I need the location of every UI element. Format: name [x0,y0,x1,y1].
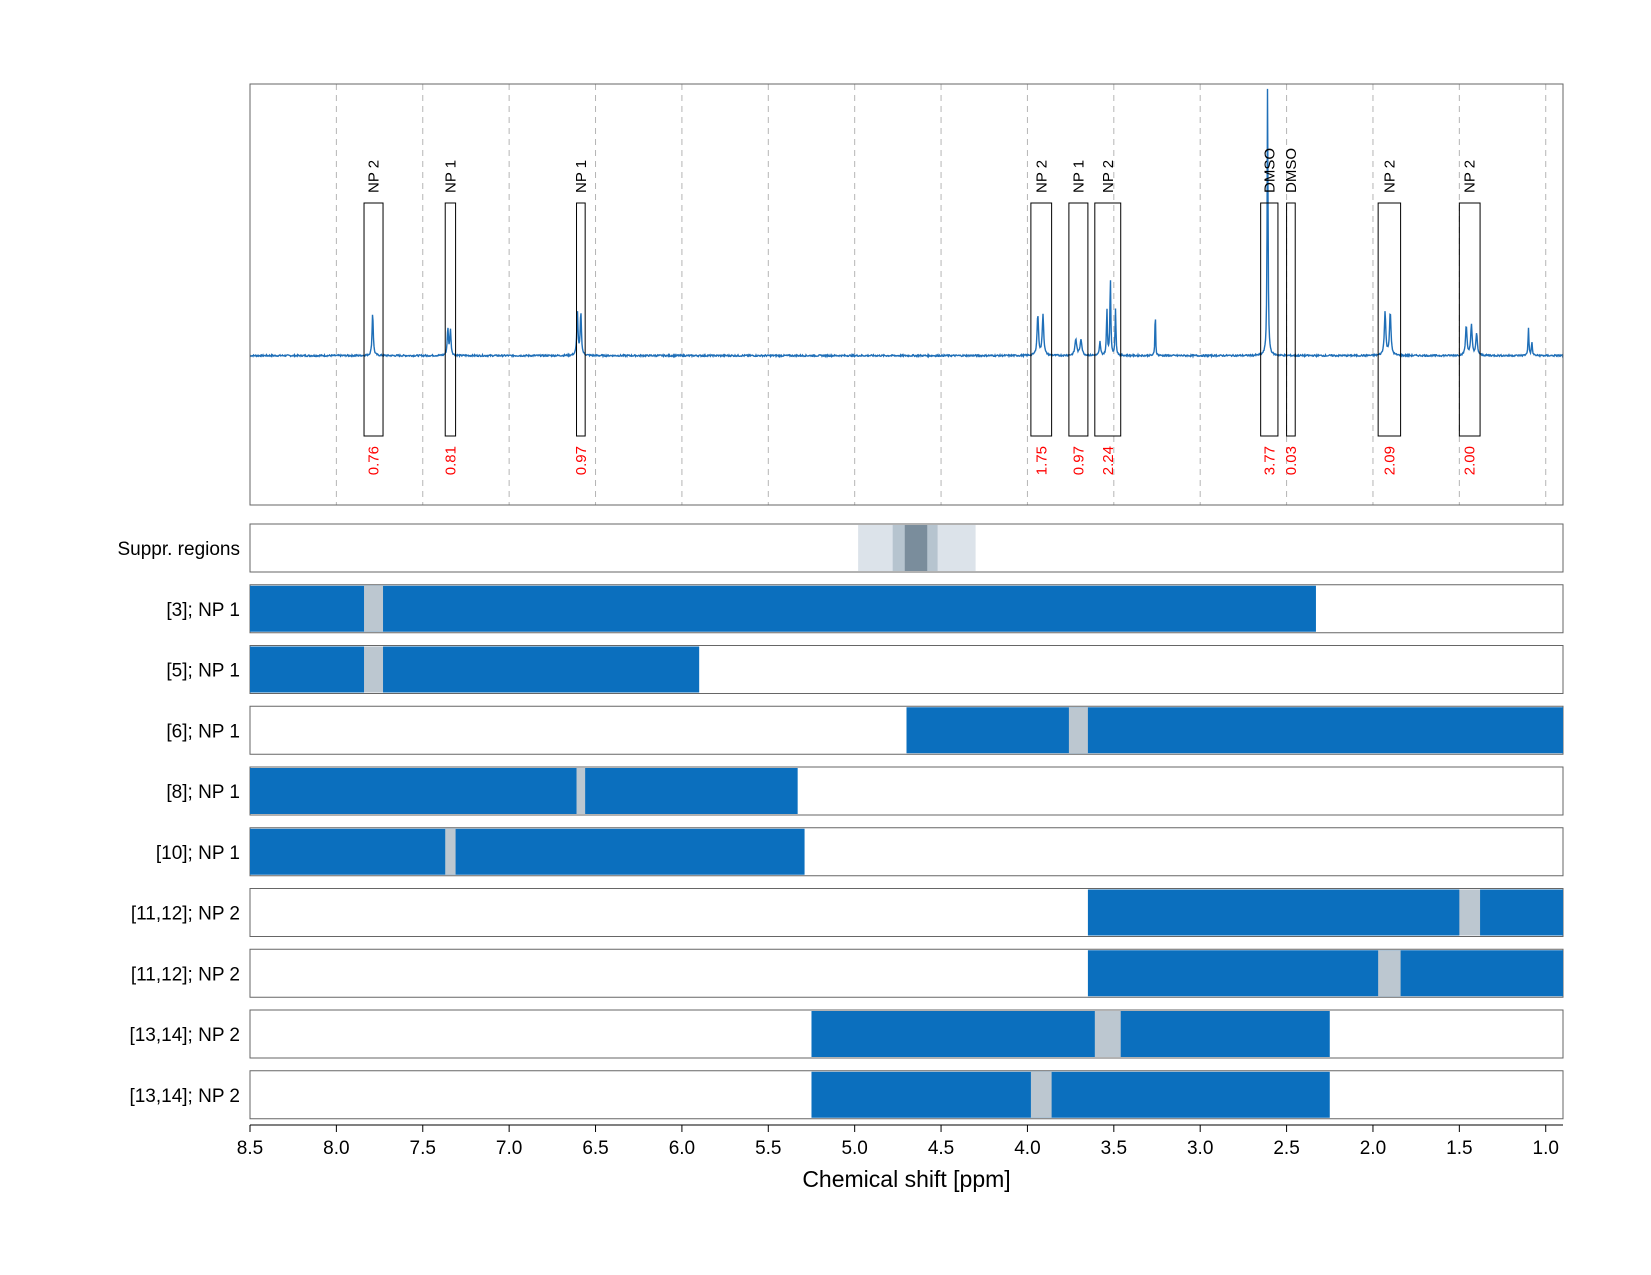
suppr-band-2 [904,525,928,571]
x-tick-label-1: 8.0 [323,1138,349,1159]
row-label-6: [11,12]; NP 2 [131,964,240,985]
region-label-5: NP 2 [1100,160,1117,193]
row-bar-4 [250,828,805,875]
region-box-5 [1094,202,1122,437]
region-label-3: NP 2 [1033,160,1050,193]
region-integral-4: 0.97 [1070,446,1087,475]
row-bar-8 [811,1071,1330,1118]
row-label-3: [8]; NP 1 [166,782,240,803]
x-tick-label-13: 2.0 [1360,1138,1386,1159]
x-tick-label-15: 1.0 [1533,1138,1559,1159]
row-bar-2 [906,707,1563,754]
row-gap-0 [364,585,384,632]
region-label-7: DMSO [1283,148,1300,193]
x-tick-label-12: 2.5 [1273,1138,1299,1159]
row-gap-5 [1459,889,1481,936]
region-label-2: NP 1 [573,160,590,193]
row-gap-7 [1094,1011,1121,1057]
region-box-2 [576,202,586,437]
x-tick-label-11: 3.0 [1187,1138,1213,1159]
row-bar-6 [1087,950,1563,997]
x-tick-label-14: 1.5 [1446,1138,1472,1159]
row-gap-2 [1068,707,1088,754]
region-integral-1: 0.81 [442,446,459,475]
spectrum-panel: NP 2 0.76 NP 1 0.81 NP 1 0.97 NP 2 1.75 NP 1 0.97… [249,83,1564,506]
spectrum-frame [249,83,1564,506]
row-gap-3 [576,768,586,814]
region-label-6: DMSO [1261,148,1278,193]
row-label-0: [3]; NP 1 [166,600,240,621]
region-box-3 [1030,202,1053,437]
range-rows-panel: Suppr. regions [3]; NP 1 [5]; NP 1 [6]; NP … [117,523,1564,1120]
row-label-8: [13,14]; NP 2 [129,1086,240,1107]
x-tick-label-3: 7.0 [496,1138,522,1159]
region-label-0: NP 2 [366,160,383,193]
x-tick-label-9: 4.0 [1014,1138,1040,1159]
x-tick-label-2: 7.5 [410,1138,436,1159]
region-integral-9: 2.00 [1462,446,1479,475]
row-gap-8 [1030,1071,1052,1118]
row-bar-7 [811,1011,1330,1057]
x-tick-label-7: 5.0 [841,1138,867,1159]
x-axis: 8.5 8.0 7.5 7.0 6.5 6.0 5.5 5.0 4.5 4.0 3.5 3.0 2.5 2… [237,1124,1563,1159]
x-tick-label-0: 8.5 [237,1138,263,1159]
region-box-8 [1377,202,1402,437]
row-label-7: [13,14]; NP 2 [129,1025,240,1046]
region-label-1: NP 1 [442,160,459,193]
row-label-4: [10]; NP 1 [156,843,240,864]
region-box-7 [1286,202,1296,437]
region-integral-2: 0.97 [573,446,590,475]
region-integral-8: 2.09 [1381,446,1398,475]
row-label-2: [6]; NP 1 [166,721,240,742]
region-label-8: NP 2 [1381,160,1398,193]
region-box-6 [1260,202,1279,437]
region-box-4 [1068,202,1089,437]
region-integral-5: 2.24 [1100,446,1117,475]
row-bar-3 [250,768,798,814]
region-label-4: NP 1 [1070,160,1087,193]
suppr-regions-label: Suppr. regions [117,539,240,560]
spectrum-trace [249,88,1564,359]
row-label-5: [11,12]; NP 2 [131,904,240,925]
region-integral-7: 0.03 [1283,446,1300,475]
x-tick-label-4: 6.5 [582,1138,608,1159]
row-bar-5 [1087,889,1563,936]
x-tick-label-6: 5.5 [755,1138,781,1159]
row-label-1: [5]; NP 1 [166,661,240,682]
x-tick-label-10: 3.5 [1101,1138,1127,1159]
row-gap-1 [364,646,384,693]
region-integral-0: 0.76 [366,446,383,475]
row-gap-4 [445,828,456,875]
x-tick-label-5: 6.0 [669,1138,695,1159]
row-bar-1 [250,646,700,693]
region-integral-6: 3.77 [1261,446,1278,475]
region-label-9: NP 2 [1462,160,1479,193]
row-gap-6 [1378,950,1401,997]
region-integral-3: 1.75 [1033,446,1050,475]
x-axis-title: Chemical shift [ppm] [802,1166,1010,1192]
x-tick-label-8: 4.5 [928,1138,954,1159]
region-box-9 [1458,202,1481,437]
region-box-1 [444,202,457,437]
row-bar-0 [250,585,1316,632]
region-box-0 [363,202,384,437]
